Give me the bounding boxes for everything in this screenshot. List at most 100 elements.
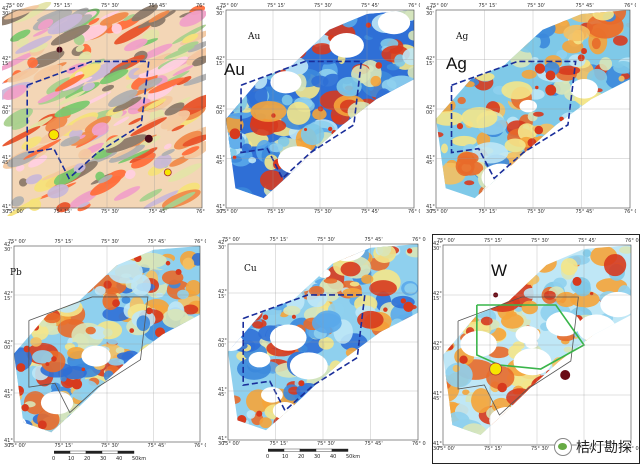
pb-anomaly-map-panel: 75° 00' 75° 15' 75° 30' 75° 45' 76° 00' 75° 0… (2, 236, 206, 464)
lon-tick-top: 75° 30' (101, 3, 120, 9)
scale-label: 50km (132, 456, 147, 462)
cu-anomaly-map-panel: 75° 00' 75° 15' 75° 30' 75° 45' 76° 00' 75° 0… (214, 234, 426, 464)
lon-tick-bottom: 75° 45' (361, 209, 380, 215)
lon-tick-top: 75° 45' (364, 237, 383, 243)
lat-tick-left: 41° 30' (4, 438, 13, 449)
lon-tick-bottom: 75° 30' (101, 209, 120, 215)
lon-tick-bottom: 76° 00' (194, 443, 206, 449)
lon-tick-top: 75° 00' (222, 237, 241, 243)
lat-tick-left: 42° 00' (433, 341, 442, 352)
lat-tick-left: 41° 30' (426, 204, 435, 215)
lon-tick-top: 75° 45' (147, 239, 166, 245)
cu-small-label: Cu (244, 264, 257, 274)
lon-tick-bottom: 75° 45' (148, 209, 167, 215)
ag-big-label: Ag (446, 54, 467, 73)
lat-tick-left: 42° 15' (4, 291, 13, 302)
ag-anomaly-map (435, 9, 631, 209)
lon-tick-bottom: 75° 15' (54, 443, 73, 449)
watermark: 桔灯勘探 (554, 437, 632, 457)
lat-tick-left: 41° 45' (218, 387, 227, 398)
lat-tick-left: 42° 00' (216, 105, 225, 116)
scale-label: 50km (346, 454, 361, 460)
lon-tick-bottom: 75° 45' (578, 446, 597, 452)
scale-label: 30 (100, 456, 107, 462)
lat-tick-left: 41° 30' (216, 204, 225, 215)
lon-tick-bottom: 76° 00' (196, 209, 206, 215)
scale-label: 40 (116, 456, 123, 462)
scale-label: 10 (68, 456, 75, 462)
lon-tick-top: 76° 00' (196, 3, 206, 9)
lon-tick-top: 75° 00' (220, 3, 239, 9)
lon-tick-bottom: 75° 45' (575, 209, 594, 215)
lon-tick-top: 76° 00' (194, 239, 206, 245)
scale-label: 0 (266, 454, 270, 460)
scale-label: 40 (330, 454, 337, 460)
lon-tick-bottom: 75° 30' (314, 209, 333, 215)
lon-tick-top: 76° 00' (412, 237, 426, 243)
lat-tick-left: 42° 00' (2, 105, 11, 116)
lat-tick-left: 42° 00' (4, 340, 13, 351)
scale-label: 20 (84, 456, 91, 462)
lat-tick-left: 41° 45' (4, 389, 13, 400)
lon-tick-top: 75° 15' (269, 237, 288, 243)
wechat-logo-icon (554, 438, 572, 456)
au-small-label: Au (248, 32, 261, 42)
lat-tick-left: 42° 30' (216, 6, 225, 17)
lon-tick-bottom: 76° 00' (624, 209, 636, 215)
lon-tick-bottom: 75° 45' (364, 441, 383, 447)
lon-tick-bottom: 75° 30' (101, 443, 120, 449)
lon-tick-bottom: 76° 00' (412, 441, 426, 447)
scale-bar (54, 450, 135, 454)
cu-anomaly-map (227, 243, 419, 441)
lon-tick-bottom: 75° 15' (484, 446, 503, 452)
scale-label: 20 (298, 454, 305, 460)
lon-tick-top: 75° 30' (531, 238, 550, 244)
lat-tick-left: 42° 30' (2, 6, 11, 17)
lon-tick-bottom: 75° 00' (222, 441, 241, 447)
lat-tick-left: 41° 30' (218, 436, 227, 447)
lon-tick-top: 75° 30' (527, 3, 546, 9)
lon-tick-top: 75° 15' (484, 238, 503, 244)
lon-tick-top: 75° 00' (430, 3, 449, 9)
lat-tick-left: 41° 30' (2, 204, 11, 215)
lat-tick-left: 42° 15' (218, 289, 227, 300)
lat-tick-left: 42° 15' (433, 291, 442, 302)
lon-tick-bottom: 75° 00' (437, 446, 456, 452)
lat-tick-left: 41° 30' (433, 441, 442, 452)
w-big-label: W (491, 261, 508, 280)
lon-tick-top: 76° 00' (624, 3, 636, 9)
lon-tick-top: 75° 00' (437, 238, 456, 244)
ag-small-label: Ag (456, 32, 469, 42)
lon-tick-bottom: 75° 45' (147, 443, 166, 449)
scale-bar (268, 448, 349, 452)
lat-tick-left: 41° 45' (426, 154, 435, 166)
scale-label: 0 (52, 456, 56, 462)
lon-tick-bottom: 75° 00' (220, 209, 239, 215)
lon-tick-bottom: 75° 30' (317, 441, 336, 447)
lon-tick-top: 75° 45' (361, 3, 380, 9)
lon-tick-bottom: 75° 15' (478, 209, 497, 215)
lon-tick-top: 75° 45' (578, 238, 597, 244)
lon-tick-bottom: 75° 00' (6, 209, 25, 215)
lon-tick-bottom: 76° 00' (625, 446, 639, 452)
w-anomaly-map-panel: 75° 00' 75° 15' 75° 30' 75° 45' 76° 00' 75° 0… (432, 234, 640, 464)
lon-tick-top: 75° 30' (101, 239, 120, 245)
lat-tick-left: 42° 15' (216, 55, 225, 67)
lon-tick-top: 76° 00' (625, 238, 639, 244)
ag-anomaly-map-panel: 75° 00' 75° 15' 75° 30' 75° 45' 76° 00' 75° 0… (426, 2, 636, 216)
lat-tick-left: 42° 15' (426, 55, 435, 67)
au-anomaly-map (225, 9, 415, 209)
lon-tick-bottom: 75° 00' (8, 443, 27, 449)
lon-tick-top: 75° 00' (8, 239, 27, 245)
geology-map-panel: 75° 00' 75° 15' 75° 30' 75° 45' 76° 00' 75° 0… (2, 2, 206, 216)
lat-tick-left: 42° 30' (4, 242, 13, 253)
pb-anomaly-map (13, 245, 201, 443)
lon-tick-bottom: 75° 15' (269, 441, 288, 447)
lon-tick-top: 75° 30' (314, 3, 333, 9)
lat-tick-left: 42° 00' (426, 105, 435, 116)
geology-map (2, 2, 206, 216)
lon-tick-top: 75° 15' (54, 239, 73, 245)
lon-tick-top: 75° 15' (53, 3, 72, 9)
lon-tick-top: 75° 15' (478, 3, 497, 9)
lon-tick-bottom: 75° 00' (430, 209, 449, 215)
